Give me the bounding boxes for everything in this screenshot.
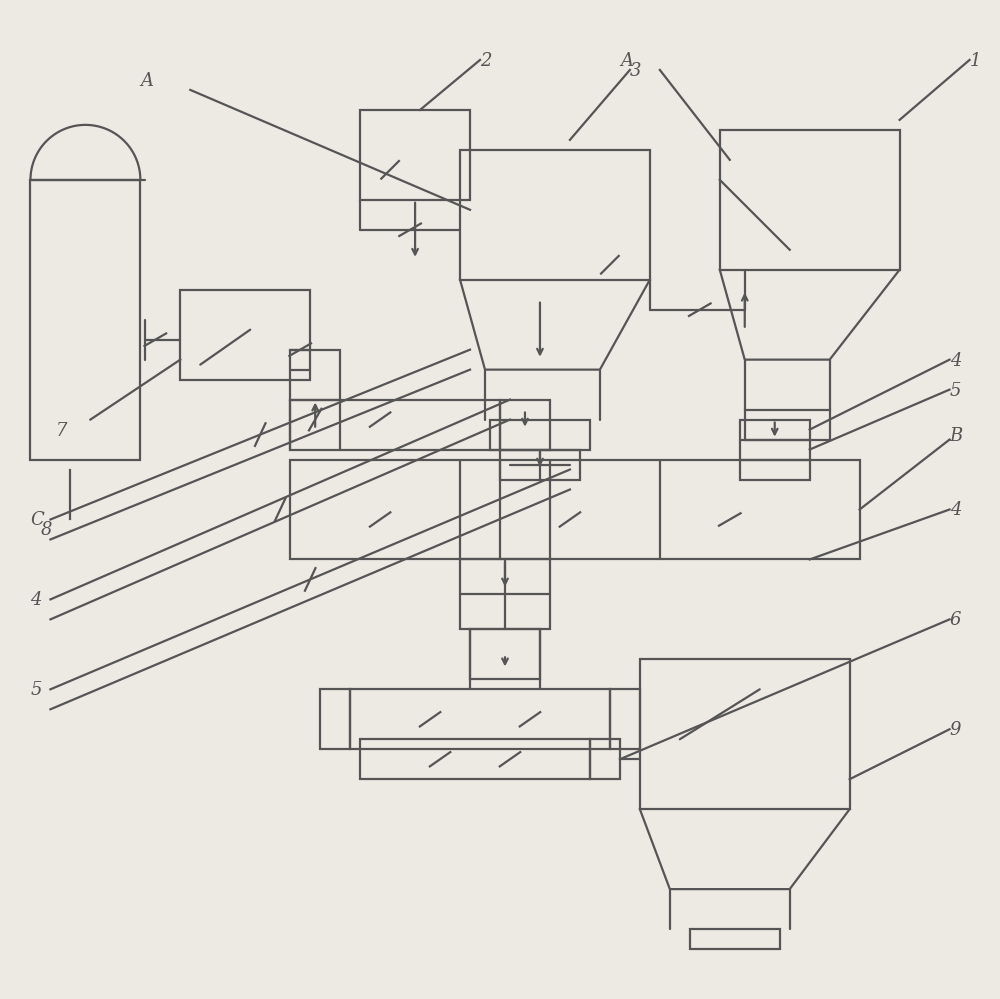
Text: B: B xyxy=(950,427,963,445)
Bar xyxy=(290,460,860,559)
Bar xyxy=(745,410,830,440)
Bar xyxy=(460,559,550,629)
Bar xyxy=(500,400,550,450)
Text: 2: 2 xyxy=(480,52,492,70)
Text: 4: 4 xyxy=(30,591,42,609)
Bar xyxy=(490,420,590,450)
Bar xyxy=(290,350,340,400)
Text: 4: 4 xyxy=(950,501,961,519)
Bar xyxy=(590,739,620,779)
Text: 7: 7 xyxy=(55,422,67,440)
Bar xyxy=(350,689,610,749)
Text: C: C xyxy=(30,511,44,529)
Text: 3: 3 xyxy=(630,62,641,80)
Bar xyxy=(640,659,850,809)
Text: 4: 4 xyxy=(950,352,961,370)
Bar xyxy=(320,689,350,749)
Text: A: A xyxy=(140,72,153,90)
Bar xyxy=(470,629,540,679)
Text: 9: 9 xyxy=(950,721,961,739)
Bar xyxy=(500,450,580,480)
Bar xyxy=(690,929,780,949)
Bar xyxy=(290,400,500,450)
Bar xyxy=(740,420,810,480)
Bar xyxy=(460,150,650,280)
Bar xyxy=(30,180,140,460)
Bar xyxy=(610,689,640,749)
Bar xyxy=(360,739,590,779)
Text: 5: 5 xyxy=(30,681,42,699)
Text: A: A xyxy=(620,52,633,70)
Text: 5: 5 xyxy=(950,382,961,400)
Text: 1: 1 xyxy=(970,52,981,70)
Bar xyxy=(720,130,900,270)
Bar xyxy=(180,290,310,380)
Bar xyxy=(360,110,470,200)
Text: 6: 6 xyxy=(950,611,961,629)
Text: 8: 8 xyxy=(40,521,52,539)
